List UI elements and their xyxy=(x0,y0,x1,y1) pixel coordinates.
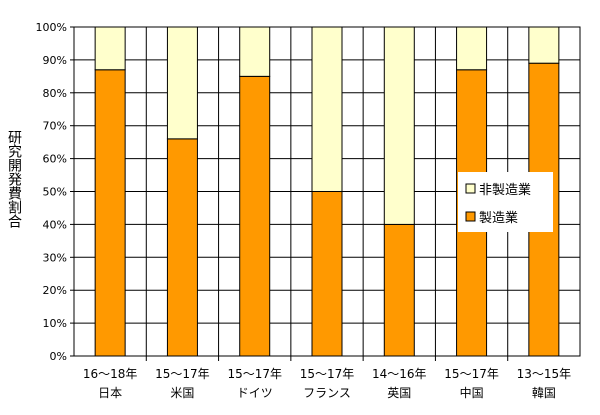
x-tick-label-country: 日本 xyxy=(98,386,122,400)
y-tick-label: 70% xyxy=(43,120,67,133)
x-tick-label-country: 米国 xyxy=(170,386,194,400)
y-tick-label: 50% xyxy=(43,186,67,199)
bar-segment xyxy=(528,26,560,64)
y-tick-label: 100% xyxy=(36,21,67,34)
bar-segment xyxy=(239,75,271,357)
x-tick-label-period: 15～17年 xyxy=(444,367,499,381)
bar-segment xyxy=(383,26,415,225)
bar-segment xyxy=(94,69,126,357)
bar-segment xyxy=(311,191,343,357)
y-tick-label: 80% xyxy=(43,87,67,100)
x-tick-label-period: 13～15年 xyxy=(517,367,572,381)
legend-swatch xyxy=(465,211,476,222)
legend-swatch xyxy=(465,183,476,194)
y-tick-label: 20% xyxy=(43,284,67,297)
legend-label: 非製造業 xyxy=(479,182,531,198)
y-tick-label: 90% xyxy=(43,54,67,67)
bar-segment xyxy=(166,26,198,140)
bar-segment xyxy=(94,26,126,71)
y-tick-label: 40% xyxy=(43,218,67,231)
x-tick-label-period: 15～17年 xyxy=(227,367,282,381)
y-tick-label: 30% xyxy=(43,251,67,264)
x-tick-label-country: ドイツ xyxy=(237,386,273,400)
legend-box xyxy=(458,172,553,232)
bar-segment xyxy=(239,26,271,77)
y-tick-label: 10% xyxy=(43,317,67,330)
bar-segment xyxy=(383,223,415,357)
x-tick-label-country: フランス xyxy=(303,386,351,400)
x-tick-label-country: 韓国 xyxy=(532,386,556,400)
y-tick-label: 0% xyxy=(50,350,67,363)
y-axis-title: 研究開発費割合 xyxy=(6,130,22,228)
x-tick-label-period: 15～17年 xyxy=(300,367,355,381)
bar-segment xyxy=(456,26,488,71)
x-tick-label-period: 14～16年 xyxy=(372,367,427,381)
plot-frame xyxy=(73,26,581,357)
x-tick-label-country: 中国 xyxy=(460,385,484,400)
bar-segment xyxy=(311,26,343,192)
y-tick-label: 60% xyxy=(43,153,67,166)
x-tick-label-country: 英国 xyxy=(387,386,411,400)
legend-label: 製造業 xyxy=(479,210,518,226)
bar-segment xyxy=(166,138,198,357)
x-tick-label-period: 16～18年 xyxy=(83,367,138,381)
x-tick-label-period: 15～17年 xyxy=(155,367,210,381)
